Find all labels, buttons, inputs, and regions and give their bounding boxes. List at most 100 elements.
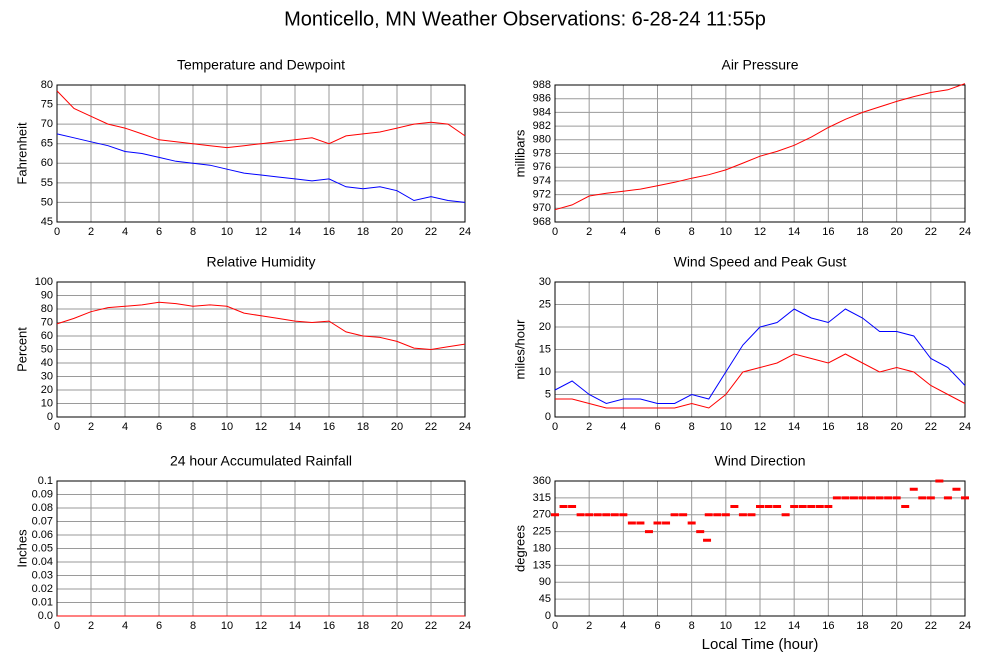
x-tick-label: 18 xyxy=(856,620,868,632)
data-point xyxy=(610,513,619,517)
x-tick-label: 18 xyxy=(856,226,868,238)
y-axis-label: Inches xyxy=(14,529,29,568)
x-tick-label: 16 xyxy=(822,421,834,433)
y-tick-label: 10 xyxy=(41,397,53,409)
y-tick-label: 0.02 xyxy=(32,583,53,595)
data-point xyxy=(619,513,628,517)
data-point xyxy=(943,496,952,500)
x-tick-label: 16 xyxy=(323,620,335,632)
panel-title: 24 hour Accumulated Rainfall xyxy=(170,453,352,469)
y-tick-label: 20 xyxy=(539,321,551,333)
y-tick-label: 0.1 xyxy=(38,475,53,487)
y-tick-label: 0.09 xyxy=(32,488,53,500)
y-tick-label: 976 xyxy=(533,161,551,173)
x-tick-label: 4 xyxy=(620,620,626,632)
x-tick-label: 24 xyxy=(459,421,471,433)
x-tick-label: 2 xyxy=(88,226,94,238)
y-tick-label: 972 xyxy=(533,189,551,201)
panel-title: Wind Direction xyxy=(714,453,805,469)
data-point xyxy=(559,505,568,508)
x-tick-label: 2 xyxy=(88,421,94,433)
x-tick-label: 14 xyxy=(788,226,800,238)
x-tick-label: 16 xyxy=(822,226,834,238)
data-point xyxy=(721,513,730,517)
data-point xyxy=(713,513,722,517)
data-point xyxy=(875,496,884,500)
x-tick-label: 8 xyxy=(190,421,196,433)
x-tick-label: 10 xyxy=(221,421,233,433)
plot-frame xyxy=(554,84,966,223)
x-tick-label: 12 xyxy=(754,226,766,238)
data-point xyxy=(807,505,816,508)
y-tick-label: 90 xyxy=(539,576,551,588)
x-tick-label: 10 xyxy=(221,620,233,632)
y-tick-label: 25 xyxy=(539,298,551,310)
y-tick-label: 0 xyxy=(545,610,551,622)
plot-frame xyxy=(554,480,966,617)
data-point xyxy=(798,505,807,508)
x-tick-label: 24 xyxy=(959,226,971,238)
panel: Air Pressuremillibars9689709729749769789… xyxy=(512,57,971,238)
x-tick-label: 20 xyxy=(391,421,403,433)
y-axis-label: miles/hour xyxy=(512,319,527,380)
data-point xyxy=(824,505,833,508)
data-line xyxy=(554,308,966,405)
x-tick-label: 14 xyxy=(289,226,301,238)
y-tick-label: 70 xyxy=(41,118,53,130)
x-tick-label: 14 xyxy=(788,620,800,632)
x-tick-label: 24 xyxy=(459,620,471,632)
x-tick-label: 16 xyxy=(323,226,335,238)
x-tick-label: 22 xyxy=(425,226,437,238)
data-point xyxy=(679,513,688,517)
y-tick-label: 60 xyxy=(41,330,53,342)
panel: 24 hour Accumulated Rainfall Inches 0.0 0.0… xyxy=(14,453,471,632)
y-tick-label: 0.03 xyxy=(32,569,53,581)
data-point xyxy=(747,513,756,517)
data-point xyxy=(961,496,969,500)
data-point xyxy=(730,505,739,508)
y-tick-label: 55 xyxy=(41,177,53,189)
data-point xyxy=(568,505,577,508)
x-tick-label: 4 xyxy=(122,421,128,433)
x-tick-label: 24 xyxy=(959,620,971,632)
plot-frame xyxy=(56,84,466,223)
data-line xyxy=(56,90,466,149)
data-point xyxy=(703,538,712,542)
x-tick-label: 16 xyxy=(822,620,834,632)
y-tick-label: 30 xyxy=(539,276,551,288)
x-tick-label: 18 xyxy=(357,421,369,433)
data-point xyxy=(926,496,935,500)
y-tick-label: 970 xyxy=(533,202,551,214)
data-point xyxy=(644,530,653,534)
data-line xyxy=(555,353,966,409)
x-tick-label: 10 xyxy=(720,421,732,433)
x-tick-label: 8 xyxy=(689,226,695,238)
panel: Wind Direction degrees Local Time (hour) 0 4… xyxy=(512,453,971,653)
y-tick-label: 80 xyxy=(41,79,53,91)
x-tick-label: 2 xyxy=(586,226,592,238)
y-tick-label: 978 xyxy=(533,147,551,159)
y-tick-label: 60 xyxy=(41,157,53,169)
x-tick-label: 12 xyxy=(255,421,267,433)
panel-title: Temperature and Dewpoint xyxy=(177,57,345,73)
data-point xyxy=(585,513,594,517)
y-tick-label: 0.08 xyxy=(32,502,53,514)
x-tick-label: 4 xyxy=(122,226,128,238)
x-tick-label: 0 xyxy=(552,421,558,433)
y-tick-label: 0 xyxy=(47,411,53,423)
data-point xyxy=(764,505,773,508)
data-point xyxy=(593,513,602,517)
x-tick-label: 8 xyxy=(689,421,695,433)
x-tick-label: 4 xyxy=(122,620,128,632)
x-tick-label: 18 xyxy=(357,226,369,238)
x-tick-label: 6 xyxy=(156,226,162,238)
x-tick-label: 6 xyxy=(156,421,162,433)
x-tick-label: 8 xyxy=(190,226,196,238)
data-point xyxy=(841,496,850,500)
y-tick-label: 65 xyxy=(41,138,53,150)
x-tick-label: 10 xyxy=(221,226,233,238)
panel-title: Relative Humidity xyxy=(207,254,316,270)
x-tick-label: 6 xyxy=(156,620,162,632)
x-tick-label: 10 xyxy=(720,226,732,238)
x-tick-label: 12 xyxy=(754,421,766,433)
